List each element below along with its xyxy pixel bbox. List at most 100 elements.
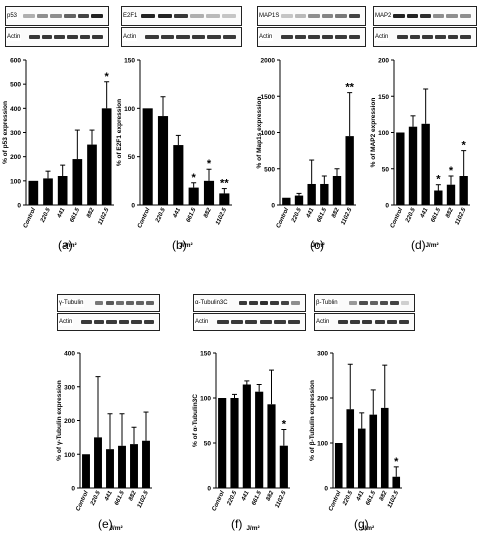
blot-e-actin: Actin bbox=[57, 313, 160, 331]
blot-band bbox=[308, 14, 320, 18]
significance-marker: * bbox=[192, 172, 197, 184]
x-tick-label: 220.5 bbox=[226, 490, 238, 508]
x-tick-label: 661.5 bbox=[365, 490, 377, 507]
x-tick-label: 1102.5 bbox=[137, 490, 150, 509]
x-axis-label: J/m² bbox=[109, 525, 123, 532]
significance-marker: * bbox=[436, 174, 441, 186]
y-tick-label: 100 bbox=[378, 130, 389, 137]
y-tick-label: 200 bbox=[317, 396, 328, 403]
y-tick-label: 500 bbox=[264, 166, 275, 173]
blot-band bbox=[125, 301, 134, 305]
x-tick-label: 661.5 bbox=[430, 207, 442, 224]
x-axis-label: J/m² bbox=[425, 242, 439, 249]
x-tick-label: 882 bbox=[379, 490, 389, 502]
significance-marker: * bbox=[449, 165, 454, 177]
blot-band bbox=[259, 301, 269, 305]
x-tick-label: 441 bbox=[172, 207, 182, 220]
y-tick-label: 1000 bbox=[261, 130, 276, 137]
blot-band bbox=[308, 35, 320, 39]
y-tick-label: 400 bbox=[10, 106, 21, 113]
bar bbox=[446, 184, 456, 205]
bar bbox=[218, 398, 227, 488]
blot-band bbox=[221, 14, 236, 18]
bar bbox=[346, 409, 355, 488]
panel-letter-g: (g) bbox=[354, 517, 369, 531]
bar bbox=[408, 126, 418, 205]
bar bbox=[345, 136, 354, 205]
blot-a-target: p53 bbox=[5, 6, 109, 26]
blot-band bbox=[338, 320, 349, 324]
bar bbox=[459, 176, 468, 205]
y-tick-label: 500 bbox=[10, 82, 21, 89]
bar bbox=[118, 445, 126, 488]
panel-letter-d: (d) bbox=[411, 238, 426, 252]
x-axis-label: J/m² bbox=[179, 242, 193, 249]
x-tick-label: Control bbox=[212, 490, 227, 512]
y-tick-label: 0 bbox=[385, 203, 389, 210]
bar bbox=[421, 123, 430, 205]
blot-band bbox=[369, 301, 378, 305]
x-tick-label: Control bbox=[276, 207, 291, 229]
panel-letter-c: (c) bbox=[310, 238, 324, 252]
bar bbox=[294, 195, 304, 205]
y-tick-label: 200 bbox=[64, 418, 75, 425]
y-tick-label: 100 bbox=[124, 106, 135, 113]
blot-band bbox=[379, 301, 389, 305]
blot-f-target: α-Tubulin3C bbox=[193, 294, 306, 312]
bar bbox=[142, 440, 150, 488]
panel-letter-f: (f) bbox=[231, 517, 243, 531]
y-tick-label: 200 bbox=[378, 58, 389, 65]
bar bbox=[267, 404, 276, 488]
y-tick-label: 100 bbox=[10, 178, 21, 185]
bar bbox=[57, 176, 68, 205]
bar bbox=[130, 444, 138, 488]
bar bbox=[320, 183, 329, 205]
blot-band bbox=[419, 14, 432, 18]
blot-band bbox=[280, 301, 290, 305]
blot-band bbox=[446, 14, 458, 18]
y-tick-label: 300 bbox=[10, 130, 21, 137]
bar bbox=[173, 145, 184, 205]
blot-band bbox=[217, 320, 230, 324]
x-tick-label: 661.5 bbox=[114, 490, 126, 507]
y-axis-label: % of MAP2 expression bbox=[370, 98, 377, 168]
blot-band bbox=[92, 35, 103, 39]
x-tick-label: 882 bbox=[128, 490, 138, 502]
x-tick-label: 220.5 bbox=[90, 490, 102, 508]
blot-label: Actin bbox=[194, 318, 210, 326]
y-axis-label: % of E2F1 expression bbox=[116, 99, 123, 166]
blot-band bbox=[64, 14, 76, 18]
blot-band bbox=[118, 320, 129, 324]
y-tick-label: 0 bbox=[17, 203, 21, 210]
x-tick-label: 661.5 bbox=[251, 490, 263, 507]
blot-band bbox=[321, 35, 333, 39]
bar bbox=[72, 159, 83, 205]
blot-e-target: γ-Tubulin bbox=[57, 294, 160, 312]
y-tick-label: 150 bbox=[378, 94, 389, 101]
blot-band bbox=[135, 301, 144, 305]
bar bbox=[142, 108, 153, 205]
blot-band bbox=[141, 14, 156, 18]
x-tick-label: Control bbox=[137, 207, 152, 229]
y-axis-label: % of β-Tubulin expression bbox=[309, 380, 316, 461]
x-tick-label: 882 bbox=[86, 207, 96, 219]
bar bbox=[94, 437, 102, 488]
blot-band bbox=[29, 35, 40, 39]
blot-band bbox=[409, 35, 421, 39]
blot-band bbox=[350, 320, 361, 324]
y-tick-label: 2000 bbox=[261, 58, 276, 65]
blot-band bbox=[273, 320, 286, 324]
bar bbox=[101, 108, 112, 205]
x-tick-label: 220.5 bbox=[405, 207, 417, 225]
x-tick-label: 220.5 bbox=[291, 207, 303, 225]
x-tick-label: 882 bbox=[266, 490, 276, 502]
blot-band bbox=[238, 301, 248, 305]
blot-band bbox=[207, 35, 221, 39]
x-tick-label: 1102.5 bbox=[97, 207, 110, 226]
blot-band bbox=[95, 301, 104, 305]
blot-f-actin: Actin bbox=[193, 313, 306, 331]
blot-band bbox=[362, 320, 373, 324]
blot-band bbox=[348, 14, 360, 18]
blot-band bbox=[176, 35, 190, 39]
blot-band bbox=[160, 35, 174, 39]
